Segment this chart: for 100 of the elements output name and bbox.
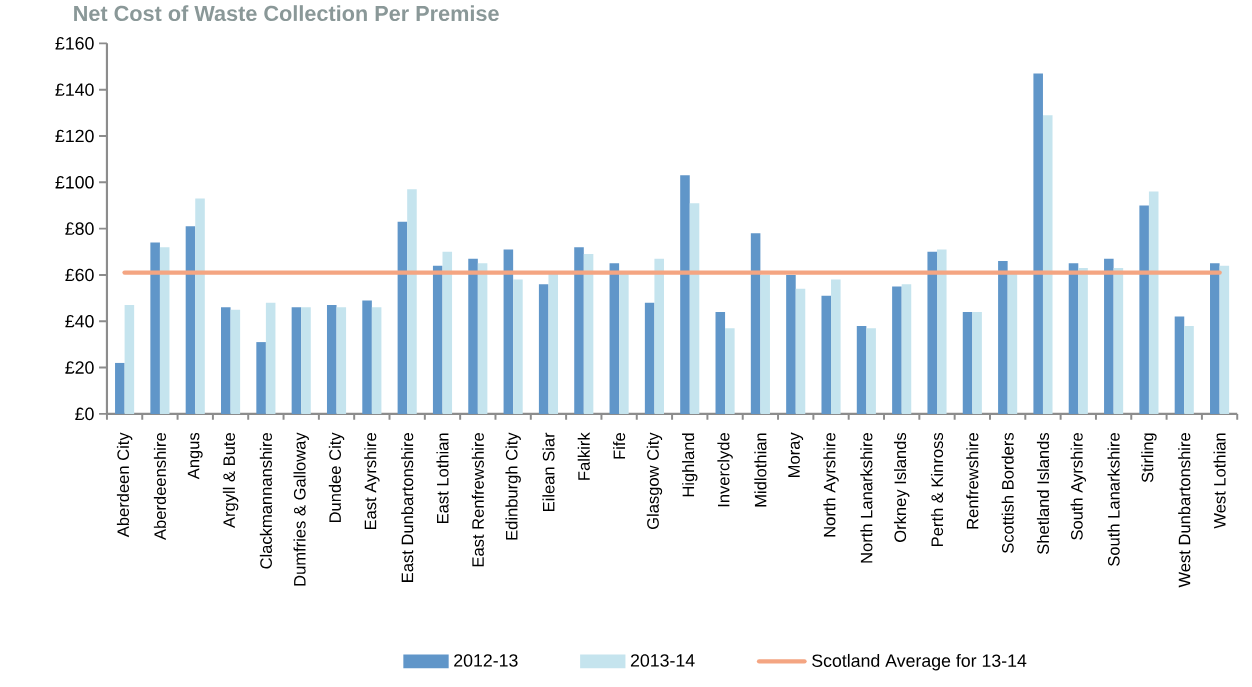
bar xyxy=(513,279,523,414)
x-tick-label: North Lanarkshire xyxy=(860,433,873,563)
x-tick-label: Renfrewshire xyxy=(966,433,979,529)
bar xyxy=(750,233,761,414)
bar xyxy=(1007,272,1018,414)
bar xyxy=(1068,263,1079,414)
bar xyxy=(185,226,196,414)
bar xyxy=(503,249,514,414)
bar xyxy=(1033,73,1043,414)
y-tick-label: £160 xyxy=(55,37,94,50)
bar xyxy=(326,305,337,414)
bar xyxy=(1042,115,1053,414)
x-tick-label: Inverclyde xyxy=(717,433,733,507)
bar xyxy=(124,305,135,414)
bar xyxy=(972,312,982,414)
x-tick-label: Orkney Islands xyxy=(893,433,910,543)
x-tick-label: North Ayrshire xyxy=(823,433,839,537)
x-tick-label: East Dunbartonshire xyxy=(401,433,414,582)
bar xyxy=(654,258,664,414)
y-tick-label: £20 xyxy=(65,361,94,374)
bar xyxy=(760,275,770,414)
x-tick-label: Aberdeen City xyxy=(116,432,133,538)
bar xyxy=(866,328,876,414)
bar xyxy=(150,242,160,414)
bar xyxy=(1184,325,1194,414)
bar xyxy=(574,247,584,414)
bar xyxy=(159,247,170,414)
bar xyxy=(221,307,231,414)
x-tick-label: Highland xyxy=(682,433,698,497)
legend-label: 2012-13 xyxy=(454,654,518,667)
x-tick-label: Edinburgh City xyxy=(505,432,521,540)
bar xyxy=(689,203,700,414)
bar xyxy=(998,261,1008,414)
y-tick-label: £140 xyxy=(55,83,94,97)
x-tick-label: Scottish Borders xyxy=(1001,433,1014,554)
y-tick-label: £80 xyxy=(65,222,94,235)
legend-label: Scotland Average for 13-14 xyxy=(812,654,1027,671)
x-tick-label: West Lothian xyxy=(1213,433,1226,529)
bar xyxy=(725,328,735,414)
x-tick-label: Argyll & Bute xyxy=(222,433,239,529)
x-tick-label: Dundee City xyxy=(328,432,345,523)
bar xyxy=(362,300,372,414)
chart-title: Net Cost of Waste Collection Per Premise xyxy=(74,5,499,22)
bar xyxy=(230,309,241,414)
x-tick-label: East Ayrshire xyxy=(364,433,380,530)
x-tick-label: Perth & Kinross xyxy=(930,433,944,547)
bar xyxy=(962,312,973,414)
bar xyxy=(371,307,382,414)
bar xyxy=(831,279,841,414)
bar xyxy=(477,263,488,414)
bar xyxy=(1113,268,1124,414)
bar xyxy=(115,363,125,414)
bar xyxy=(1219,265,1230,414)
bar xyxy=(583,254,594,414)
bar xyxy=(644,302,655,414)
y-tick-label: £40 xyxy=(65,315,94,328)
bar xyxy=(892,286,902,414)
x-tick-label: South Lanarkshire xyxy=(1107,433,1120,567)
x-tick-label: South Ayrshire xyxy=(1070,433,1087,540)
bar xyxy=(1174,316,1185,414)
bar xyxy=(609,263,620,414)
x-tick-label: Fife xyxy=(613,433,626,459)
x-tick-label: Glasgow City xyxy=(646,432,663,530)
x-tick-label: Stirling xyxy=(1141,433,1157,483)
x-tick-label: Clackmannanshire xyxy=(259,433,272,569)
bar xyxy=(715,312,726,414)
y-tick-label: £60 xyxy=(65,268,94,282)
bar xyxy=(336,307,347,414)
bar xyxy=(468,258,478,414)
bar xyxy=(256,342,266,414)
x-tick-label: Angus xyxy=(187,433,203,480)
bar xyxy=(927,251,937,414)
x-tick-label: Moray xyxy=(788,432,804,478)
bar xyxy=(291,307,302,414)
bar xyxy=(442,251,453,414)
bar xyxy=(619,272,629,414)
bar xyxy=(407,189,417,414)
legend-label: 2013-14 xyxy=(630,654,695,667)
bar xyxy=(937,249,947,414)
bar xyxy=(265,302,276,414)
bar xyxy=(1139,205,1149,414)
bar xyxy=(538,284,549,414)
bar xyxy=(432,265,443,414)
x-tick-label: Aberdeenshire xyxy=(153,433,167,541)
x-tick-label: Falkirk xyxy=(577,432,590,480)
x-tick-label: Dumfries & Galloway xyxy=(293,432,309,586)
bar xyxy=(1078,268,1088,414)
bar xyxy=(680,175,690,414)
bar xyxy=(856,325,867,414)
bar xyxy=(397,221,408,414)
bar xyxy=(195,198,205,414)
x-tick-label: West Dunbartonshire xyxy=(1178,433,1191,588)
bar xyxy=(301,307,311,414)
y-tick-label: £120 xyxy=(55,129,94,143)
bar xyxy=(1210,263,1220,414)
bar xyxy=(548,272,559,414)
bar xyxy=(1104,258,1114,414)
x-tick-label: Shetland Islands xyxy=(1036,433,1050,555)
x-tick-label: East Renfrewshire xyxy=(471,433,484,567)
bar xyxy=(821,295,832,414)
